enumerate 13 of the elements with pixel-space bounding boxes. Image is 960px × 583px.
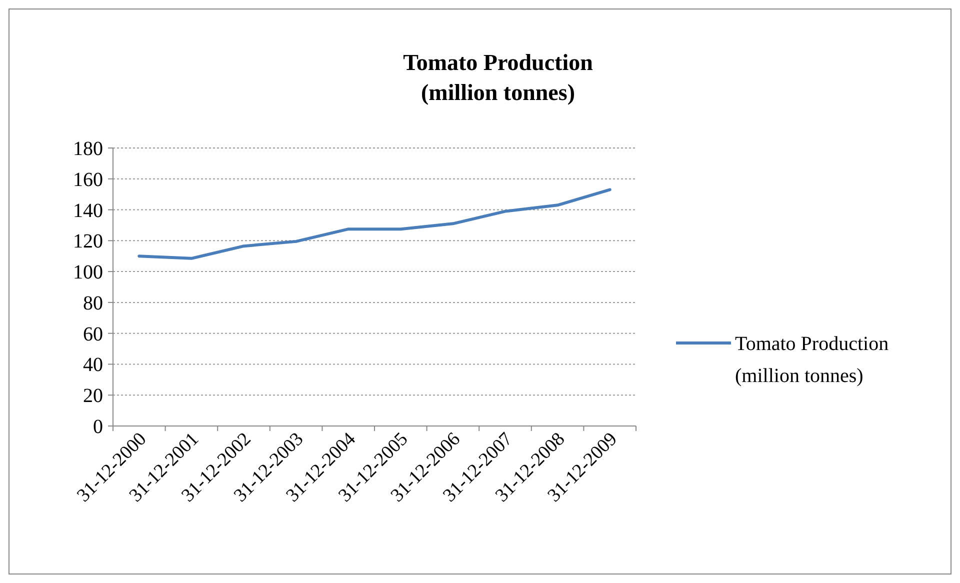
y-tick-label: 40 xyxy=(83,354,103,376)
y-tick-label: 180 xyxy=(73,138,103,160)
y-tick-label: 80 xyxy=(83,292,103,314)
y-tick-label: 60 xyxy=(83,323,103,346)
y-tick-label: 160 xyxy=(73,168,103,191)
y-tick-label: 20 xyxy=(83,385,103,408)
y-tick-label: 100 xyxy=(73,262,103,284)
line-series xyxy=(138,188,612,260)
y-tick-label: 0 xyxy=(93,416,103,438)
y-tick-label: 120 xyxy=(73,230,103,253)
chart-title: Tomato Production (million tonnes) xyxy=(403,50,594,105)
legend-label: Tomato Production (million tonnes) xyxy=(735,333,889,387)
y-tick-label: 140 xyxy=(73,200,103,222)
